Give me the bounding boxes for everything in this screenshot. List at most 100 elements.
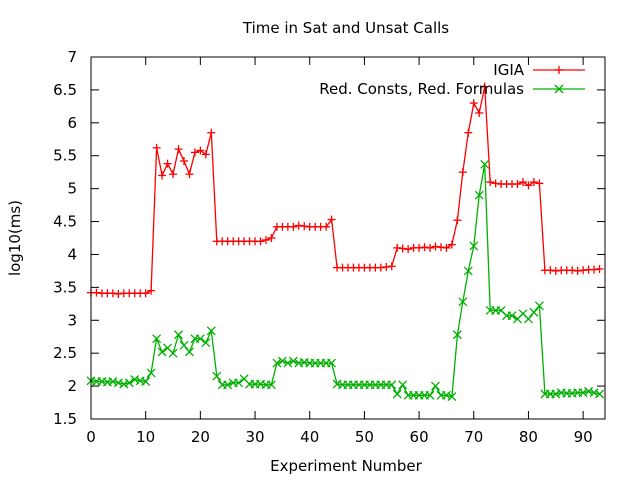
data-point [376, 263, 385, 272]
data-point [458, 168, 467, 177]
data-point [146, 368, 156, 378]
data-point [464, 128, 473, 137]
data-point [163, 159, 172, 168]
data-point [404, 245, 413, 254]
data-point [463, 266, 473, 276]
data-point [130, 375, 140, 384]
data-point [415, 243, 424, 252]
x-tick-label: 50 [355, 428, 374, 446]
data-point [469, 241, 479, 251]
x-axis-label: Experiment Number [270, 457, 423, 475]
y-tick-label: 6 [67, 114, 77, 132]
y-tick-label: 3 [67, 311, 77, 329]
data-point [169, 170, 178, 179]
data-point [387, 262, 396, 271]
series-2 [86, 159, 604, 402]
data-point [469, 99, 478, 108]
y-tick-label: 1.5 [53, 410, 77, 428]
data-point [277, 356, 287, 366]
y-tick-label: 3.5 [53, 278, 77, 296]
data-point [141, 289, 150, 298]
data-point [179, 156, 188, 165]
data-point [584, 386, 594, 396]
data-point [523, 314, 533, 324]
data-point [387, 380, 397, 390]
data-point [201, 150, 210, 159]
data-point [195, 334, 205, 344]
data-point [179, 340, 189, 350]
legend-marker [555, 66, 563, 74]
data-point [436, 243, 445, 252]
y-tick-label: 4.5 [53, 213, 77, 231]
data-point [595, 264, 604, 273]
data-point [288, 356, 298, 366]
data-point [491, 179, 500, 188]
data-point [300, 222, 309, 231]
data-point [382, 262, 391, 271]
data-point [266, 380, 276, 390]
series-line-2 [90, 164, 600, 398]
data-point [322, 222, 331, 231]
data-point [152, 143, 161, 152]
data-point [283, 358, 293, 368]
data-point [168, 348, 178, 358]
data-point [535, 179, 544, 188]
data-point [529, 178, 538, 187]
data-point [590, 265, 599, 274]
data-point [474, 190, 484, 200]
data-point [206, 326, 216, 336]
data-point [453, 216, 462, 225]
data-point [201, 338, 211, 348]
data-point [442, 243, 451, 252]
data-point [431, 242, 440, 251]
legend-label: Red. Consts, Red. Formulas [319, 80, 524, 98]
data-point [573, 266, 582, 275]
legend-item-1: IGIA [493, 61, 585, 79]
data-point [452, 330, 462, 340]
data-point [513, 180, 522, 189]
data-point [393, 243, 402, 252]
data-point [327, 358, 337, 368]
data-point [184, 347, 194, 357]
data-point [579, 266, 588, 275]
data-point [174, 330, 183, 340]
y-tick-label: 6.5 [53, 81, 77, 99]
y-tick-label: 5 [67, 180, 77, 198]
data-point [546, 266, 555, 275]
data-point [534, 301, 544, 311]
data-point [261, 235, 270, 244]
data-point [441, 390, 451, 400]
data-point [475, 108, 484, 117]
data-point [398, 380, 408, 390]
data-point [196, 146, 205, 155]
legend-marker [554, 84, 564, 94]
data-point [256, 237, 265, 246]
y-tick-label: 4 [67, 245, 77, 263]
chart-title: Time in Sat and Unsat Calls [242, 19, 449, 37]
x-tick-label: 80 [519, 428, 538, 446]
data-point [92, 288, 101, 297]
x-tick-label: 10 [136, 428, 155, 446]
data-point [486, 178, 495, 187]
data-point [212, 371, 222, 381]
plot-frame [90, 56, 606, 420]
data-point [190, 148, 199, 157]
data-point [551, 389, 561, 399]
data-point [124, 378, 134, 388]
data-point [174, 145, 183, 154]
x-tick-label: 40 [300, 428, 319, 446]
data-point [289, 222, 298, 231]
y-tick-label: 2 [67, 377, 77, 395]
x-tick-label: 30 [245, 428, 264, 446]
data-point [158, 171, 167, 180]
data-point [119, 379, 129, 389]
series-1 [87, 82, 604, 298]
data-point [420, 243, 429, 252]
data-point [578, 388, 588, 398]
data-point [480, 82, 489, 91]
data-point [272, 358, 282, 368]
data-point [108, 289, 117, 298]
data-point [267, 234, 276, 242]
x-tick-label: 90 [574, 428, 593, 446]
